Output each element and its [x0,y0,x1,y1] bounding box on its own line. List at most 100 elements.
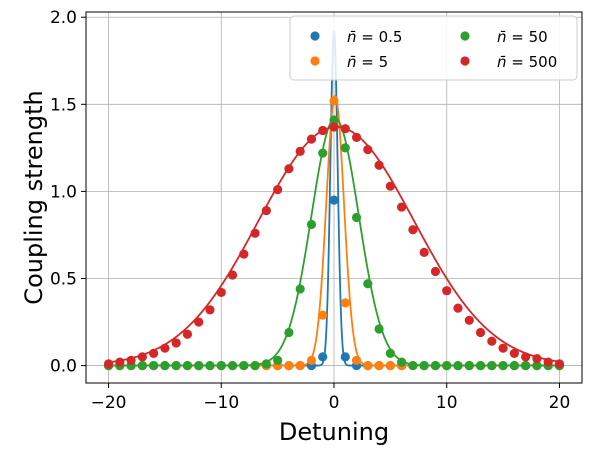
data-point [521,360,531,371]
legend: n̄ = 0.5n̄ = 5n̄ = 50n̄ = 500 [289,15,578,81]
data-point [464,315,474,325]
data-point [137,352,147,362]
legend-entry: n̄ = 500 [497,53,557,71]
data-point [363,279,373,289]
data-point [284,360,294,371]
data-point [340,352,350,362]
data-point [498,360,508,371]
data-point [430,266,441,277]
data-point [340,124,350,134]
legend-entry-symbol: n̄ [347,28,357,46]
data-point [318,310,328,320]
legend-marker [460,31,470,41]
legend-entry: n̄ = 0.5 [347,28,402,46]
data-point [318,352,328,362]
data-point [543,357,553,367]
legend-entry-symbol: n̄ [347,53,357,71]
data-point [363,360,373,371]
data-point [115,357,125,367]
data-point [374,324,384,334]
y-tick-label: 0.5 [50,269,77,289]
data-point [182,360,193,371]
legend-marker [310,31,320,41]
data-point [374,160,384,170]
data-point [363,145,373,155]
data-point [227,360,238,371]
data-point [261,205,271,216]
data-point [216,287,226,298]
data-point [306,355,317,365]
data-point [103,359,114,369]
data-point [351,212,362,223]
legend-entry-symbol: n̄ [497,53,507,71]
data-point [137,360,147,371]
data-point [397,357,407,367]
data-point [475,327,486,338]
data-point [205,305,215,315]
data-point [329,96,339,106]
legend-entry-value: = 0.5 [357,28,403,46]
x-tick-label: −10 [203,393,239,413]
data-point [318,148,328,158]
data-point [250,228,260,238]
data-point [532,360,542,371]
data-point [160,343,170,353]
data-point [126,355,136,365]
legend-entry: n̄ = 5 [347,53,388,71]
data-point [385,181,395,191]
data-point [487,336,497,346]
data-point [340,143,350,153]
data-point [408,225,418,235]
data-point [554,359,565,369]
data-point [419,360,429,371]
data-point [408,360,418,371]
x-tick-label: −20 [91,393,127,413]
data-point [521,352,531,362]
data-point [487,360,497,371]
x-axis-ticks: −20 −10 0 10 20 [91,383,570,413]
data-point [430,360,441,371]
data-point [453,360,463,371]
data-point [306,219,317,230]
data-point [261,359,271,369]
data-point [329,115,339,125]
data-point [171,360,181,371]
y-axis-ticks: 0.0 0.5 1.0 1.5 2.0 [50,8,86,377]
data-point [329,195,339,205]
data-point [397,202,407,212]
legend-box [289,15,578,81]
data-point [306,134,317,144]
x-tick-label: 0 [329,393,340,413]
y-axis-label: Coupling strength [20,90,48,304]
data-point [374,360,384,371]
y-tick-label: 1.5 [50,95,77,115]
data-point [509,360,519,371]
data-point [419,247,429,257]
data-point [239,360,249,371]
data-point [532,354,542,364]
data-point [160,360,170,371]
legend-marker [460,56,470,66]
data-point [250,360,260,371]
data-point [329,122,339,132]
data-point [284,164,294,174]
y-tick-label: 2.0 [50,8,77,28]
x-tick-label: 10 [436,393,458,413]
data-point [295,284,305,294]
data-point [464,360,474,371]
legend-marker [310,56,320,66]
data-point [340,298,350,308]
data-point [182,329,193,339]
data-point [475,360,486,371]
legend-entry-value: = 500 [507,53,558,71]
data-point [318,125,328,136]
data-point [295,360,305,371]
y-tick-label: 0.0 [50,357,77,377]
data-point [351,132,362,143]
legend-entry-value: = 50 [507,28,548,46]
data-point [205,360,215,371]
data-point [149,348,159,358]
data-point [171,338,181,348]
data-point [498,343,508,353]
